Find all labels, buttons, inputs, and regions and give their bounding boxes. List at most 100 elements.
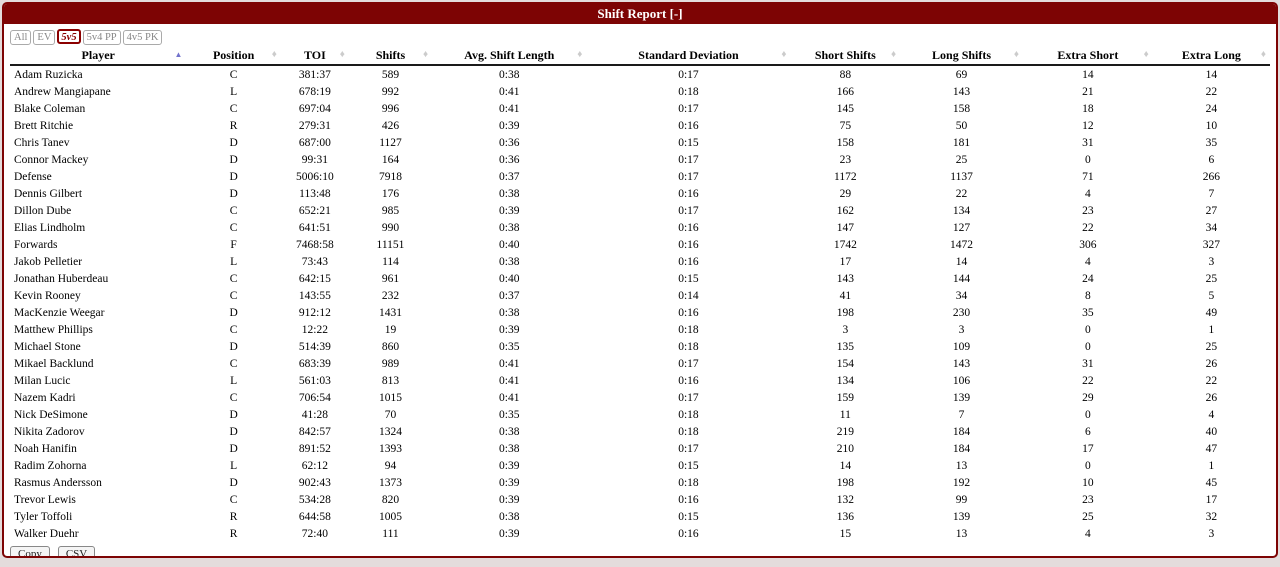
table-row: Radim Zohorna L 62:12 94 0:39 0:15 14 13 0 1 xyxy=(10,457,1270,474)
cell-short-shifts: 3 xyxy=(842,323,849,336)
cell-short-shifts: 134 xyxy=(836,374,854,387)
sort-icon: ♦ xyxy=(781,48,787,60)
table-row: Brett Ritchie R 279:31 426 0:39 0:16 75 50 12 10 xyxy=(10,117,1270,134)
shift-table-body: Adam Ruzicka C 381:37 589 0:38 0:17 88 69 14 14 An… xyxy=(10,65,1270,542)
table-row: Jonathan Huberdeau C 642:15 961 0:40 0:15 143 1… xyxy=(10,270,1270,287)
sort-asc-icon: ▲ xyxy=(174,49,183,59)
table-row: Nick DeSimone D 41:28 70 0:35 0:18 11 7 0 4 xyxy=(10,406,1270,423)
cell-extra-short: 25 xyxy=(1082,510,1094,523)
cell-extra-long: 3 xyxy=(1208,255,1215,268)
filter-button-all[interactable]: All xyxy=(10,30,32,45)
cell-standard-deviation: 0:15 xyxy=(678,136,699,149)
table-row: Forwards F 7468:58 11151 0:40 0:16 1742 1472 306… xyxy=(10,236,1270,253)
cell-standard-deviation: 0:17 xyxy=(678,391,699,404)
cell-player: Milan Lucic xyxy=(14,374,71,387)
cell-short-shifts: 198 xyxy=(836,476,854,489)
col-header-position[interactable]: Position ♦ xyxy=(186,46,281,66)
cell-extra-short: 0 xyxy=(1084,340,1091,353)
cell-toi: 561:03 xyxy=(298,374,331,387)
cell-avg-shift-length: 0:38 xyxy=(499,68,520,81)
cell-extra-short: 8 xyxy=(1084,289,1091,302)
cell-extra-short: 4 xyxy=(1084,527,1091,540)
table-row: Nazem Kadri C 706:54 1015 0:41 0:17 159 139 29 26 xyxy=(10,389,1270,406)
col-header-long-shifts[interactable]: Long Shifts ♦ xyxy=(900,46,1023,66)
cell-position: C xyxy=(229,204,238,217)
filter-button-5v4-pp[interactable]: 5v4 PP xyxy=(82,30,121,45)
cell-extra-long: 3 xyxy=(1208,527,1215,540)
cell-long-shifts: 69 xyxy=(955,68,968,81)
shift-table-header: Player ▲ Position ♦ TOI ♦ Shifts ♦ Avg. Shift Le… xyxy=(10,46,1270,66)
filter-button-4v5-pk[interactable]: 4v5 PK xyxy=(122,30,163,45)
cell-avg-shift-length: 0:35 xyxy=(499,408,520,421)
cell-extra-long: 27 xyxy=(1205,204,1218,217)
cell-extra-long: 17 xyxy=(1205,493,1218,506)
cell-position: L xyxy=(230,374,238,387)
csv-button[interactable]: CSV xyxy=(57,546,96,556)
cell-player: Kevin Rooney xyxy=(14,289,81,302)
cell-standard-deviation: 0:17 xyxy=(678,357,699,370)
cell-shifts: 111 xyxy=(382,527,399,540)
cell-short-shifts: 145 xyxy=(836,102,854,115)
cell-extra-short: 23 xyxy=(1082,493,1094,506)
cell-position: D xyxy=(229,153,238,166)
cell-standard-deviation: 0:16 xyxy=(678,374,699,387)
cell-extra-long: 10 xyxy=(1205,119,1218,132)
filter-button-5v5[interactable]: 5v5 xyxy=(57,29,81,44)
cell-position: D xyxy=(229,187,238,200)
cell-player: Blake Coleman xyxy=(14,102,86,115)
cell-extra-long: 22 xyxy=(1205,374,1218,387)
table-row: Elias Lindholm C 641:51 990 0:38 0:16 147 127 22… xyxy=(10,219,1270,236)
cell-short-shifts: 198 xyxy=(836,306,854,319)
cell-short-shifts: 159 xyxy=(836,391,854,404)
cell-standard-deviation: 0:16 xyxy=(678,255,699,268)
col-header-player[interactable]: Player ▲ xyxy=(10,46,187,66)
cell-toi: 534:28 xyxy=(298,493,331,506)
cell-long-shifts: 14 xyxy=(955,255,968,268)
table-row: Andrew Mangiapane L 678:19 992 0:41 0:18 166 14… xyxy=(10,83,1270,100)
cell-player: MacKenzie Weegar xyxy=(14,306,105,319)
cell-player: Forwards xyxy=(14,238,58,251)
cell-shifts: 1005 xyxy=(378,510,402,523)
copy-button[interactable]: Copy xyxy=(10,546,50,556)
cell-standard-deviation: 0:16 xyxy=(678,187,699,200)
cell-extra-short: 0 xyxy=(1084,408,1091,421)
cell-position: L xyxy=(230,255,238,268)
cell-avg-shift-length: 0:41 xyxy=(499,102,520,115)
cell-player: Walker Duehr xyxy=(14,527,79,540)
cell-long-shifts: 3 xyxy=(958,323,965,336)
cell-toi: 279:31 xyxy=(298,119,331,132)
table-row: Adam Ruzicka C 381:37 589 0:38 0:17 88 69 14 14 xyxy=(10,65,1270,83)
cell-shifts: 1127 xyxy=(379,136,402,149)
col-header-label: Short Shifts xyxy=(814,47,876,62)
cell-position: D xyxy=(229,170,238,183)
table-row: Matthew Phillips C 12:22 19 0:39 0:18 3 3 0 1 xyxy=(10,321,1270,338)
panel-title[interactable]: Shift Report [-] xyxy=(4,4,1276,24)
col-header-avg-shift-length[interactable]: Avg. Shift Length ♦ xyxy=(432,46,587,66)
cell-toi: 641:51 xyxy=(298,221,331,234)
col-header-label: Standard Deviation xyxy=(638,47,739,62)
table-row: Rasmus Andersson D 902:43 1373 0:39 0:18 198 19… xyxy=(10,474,1270,491)
cell-extra-long: 40 xyxy=(1205,425,1218,438)
cell-position: C xyxy=(229,221,238,234)
cell-shifts: 176 xyxy=(381,187,400,200)
col-header-label: TOI xyxy=(303,47,326,62)
col-header-extra-short[interactable]: Extra Short ♦ xyxy=(1022,46,1153,66)
cell-long-shifts: 134 xyxy=(952,204,971,217)
cell-long-shifts: 7 xyxy=(958,408,965,421)
col-header-standard-deviation[interactable]: Standard Deviation ♦ xyxy=(586,46,791,66)
cell-player: Dennis Gilbert xyxy=(14,187,83,200)
table-row: Kevin Rooney C 143:55 232 0:37 0:14 41 34 8 5 xyxy=(10,287,1270,304)
cell-avg-shift-length: 0:35 xyxy=(499,340,520,353)
col-header-short-shifts[interactable]: Short Shifts ♦ xyxy=(790,46,901,66)
cell-short-shifts: 143 xyxy=(836,272,854,285)
cell-standard-deviation: 0:16 xyxy=(678,306,699,319)
sort-icon: ♦ xyxy=(271,48,277,60)
filter-button-ev[interactable]: EV xyxy=(33,30,56,45)
col-header-extra-long[interactable]: Extra Long ♦ xyxy=(1152,46,1270,66)
cell-standard-deviation: 0:16 xyxy=(678,119,699,132)
col-header-toi[interactable]: TOI ♦ xyxy=(280,46,349,66)
cell-position: C xyxy=(229,102,238,115)
table-row: Michael Stone D 514:39 860 0:35 0:18 135 109 0 25 xyxy=(10,338,1270,355)
col-header-shifts[interactable]: Shifts ♦ xyxy=(348,46,433,66)
table-row: Jakob Pelletier L 73:43 114 0:38 0:16 17 14 4 3 xyxy=(10,253,1270,270)
